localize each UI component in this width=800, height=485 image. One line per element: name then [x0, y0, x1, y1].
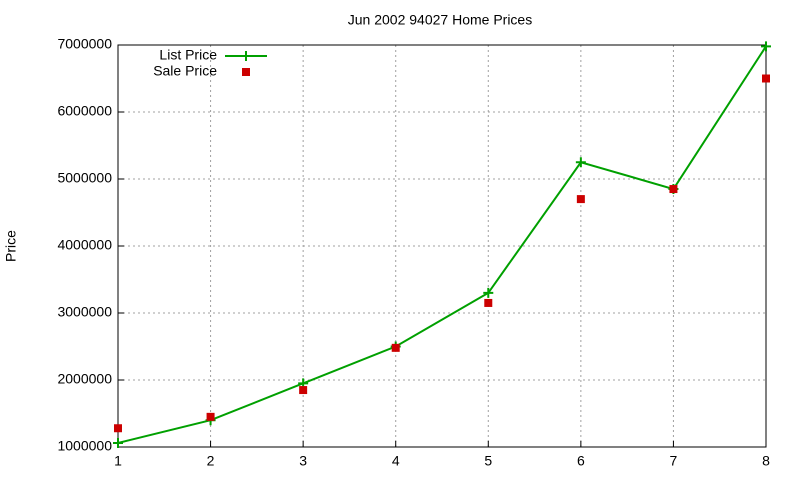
x-tick-label: 5 — [484, 453, 492, 469]
x-tick-label: 4 — [392, 453, 400, 469]
y-axis-label: Price — [3, 230, 19, 262]
point-marker — [391, 343, 400, 352]
legend-swatch — [242, 68, 250, 76]
y-tick-label: 5000000 — [57, 170, 112, 186]
point-marker — [762, 74, 770, 83]
y-tick-label: 7000000 — [57, 36, 112, 52]
y-tick-label: 3000000 — [57, 304, 112, 320]
x-tick-label: 8 — [762, 453, 770, 469]
point-marker — [206, 412, 215, 421]
point-marker — [575, 157, 586, 168]
point-marker — [761, 41, 771, 52]
point-marker — [483, 287, 494, 298]
point-marker — [669, 185, 678, 194]
legend-label: Sale Price — [153, 63, 217, 79]
x-tick-label: 7 — [670, 453, 678, 469]
point-marker — [299, 386, 308, 395]
point-marker — [484, 298, 493, 307]
point-marker — [113, 437, 123, 448]
x-tick-label: 3 — [299, 453, 307, 469]
legend-label: List Price — [159, 47, 217, 63]
y-tick-label: 2000000 — [57, 371, 112, 387]
series-line — [117, 45, 767, 444]
chart-title: Jun 2002 94027 Home Prices — [348, 12, 532, 28]
y-tick-label: 4000000 — [57, 237, 112, 253]
point-marker — [576, 195, 585, 204]
legend-swatch — [241, 51, 251, 61]
y-tick-label: 1000000 — [57, 438, 112, 454]
y-tick-label: 6000000 — [57, 103, 112, 119]
x-tick-label: 6 — [577, 453, 585, 469]
x-tick-label: 2 — [207, 453, 215, 469]
point-marker — [114, 424, 122, 433]
plot-frame — [117, 44, 767, 448]
x-tick-label: 1 — [114, 453, 122, 469]
